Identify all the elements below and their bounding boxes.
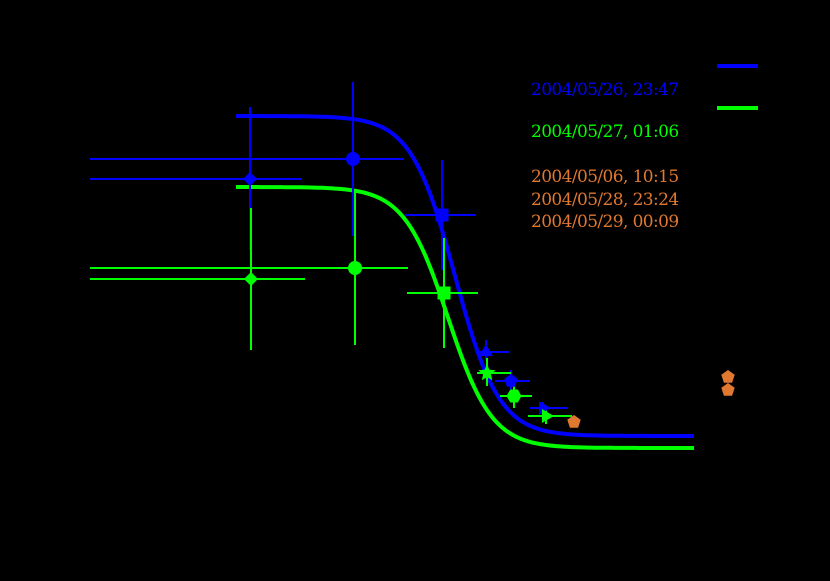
circle-marker	[346, 152, 360, 166]
square-marker	[437, 286, 451, 300]
pentagon-marker	[721, 383, 735, 396]
fit-curve-0	[236, 114, 694, 438]
triangle-right-marker	[542, 409, 554, 423]
triangle-up-marker	[479, 344, 493, 356]
star-marker	[478, 364, 496, 381]
diamond-marker	[243, 172, 257, 186]
pentagon-marker	[504, 374, 518, 387]
fit-curves	[236, 114, 694, 450]
pentagon-marker	[721, 370, 735, 383]
legend-entry-2: 2004/05/27, 01:06	[531, 122, 679, 142]
legend-entry-4: 2004/05/28, 23:24	[531, 190, 679, 210]
circle-marker	[348, 261, 362, 275]
pentagon-marker	[567, 415, 581, 428]
legend: 2004/05/26, 23:47 2004/05/27, 01:06 2004…	[531, 64, 758, 232]
legend-entry-5: 2004/05/29, 00:09	[531, 212, 679, 232]
data-markers	[243, 152, 735, 428]
hexagon-marker	[506, 389, 522, 403]
square-marker	[435, 208, 449, 222]
diamond-marker	[244, 272, 258, 286]
fit-curve-1	[236, 185, 694, 450]
legend-entry-1: 2004/05/26, 23:47	[531, 80, 679, 100]
legend-entry-3: 2004/05/06, 10:15	[531, 167, 679, 187]
